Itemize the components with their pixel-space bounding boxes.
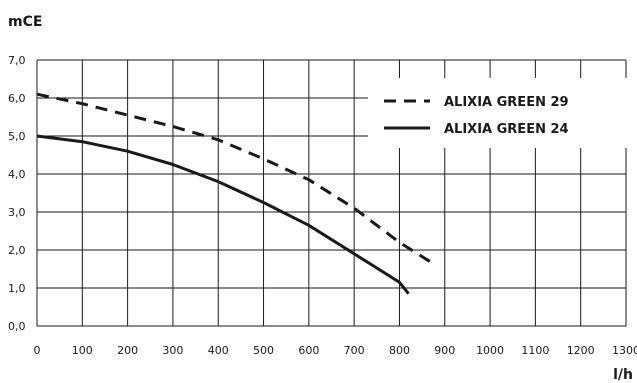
y-axis-ticks: 0,0 1,0 2,0 3,0 4,0 5,0 6,0 7,0: [8, 54, 26, 333]
x-tick-label: 300: [162, 344, 183, 357]
x-tick-label: 1200: [567, 344, 595, 357]
x-tick-label: 1300: [612, 344, 637, 357]
series-line-alixia-green-24: [36, 134, 410, 295]
x-tick-label: 500: [253, 344, 274, 357]
y-axis-label: mCE: [8, 14, 42, 30]
series-line-alixia-green-29: [36, 92, 437, 267]
x-tick-label: 900: [434, 344, 455, 357]
x-tick-label: 1000: [476, 344, 504, 357]
x-tick-label: 1100: [521, 344, 549, 357]
y-tick-label: 1,0: [8, 282, 26, 295]
x-axis-label: l/h: [613, 367, 633, 383]
legend-background: [368, 78, 630, 148]
y-tick-label: 5,0: [8, 130, 26, 143]
x-tick-label: 800: [389, 344, 410, 357]
x-tick-label: 400: [208, 344, 229, 357]
y-tick-label: 3,0: [8, 206, 26, 219]
legend-label-alixia-green-29: ALIXIA GREEN 29: [444, 95, 569, 110]
x-tick-label: 600: [298, 344, 319, 357]
y-tick-label: 6,0: [8, 92, 26, 105]
y-tick-label: 4,0: [8, 168, 26, 181]
x-tick-label: 100: [72, 344, 93, 357]
x-tick-label: 0: [34, 344, 41, 357]
series-layer: [36, 92, 437, 295]
legend: ALIXIA GREEN 29 ALIXIA GREEN 24: [368, 78, 630, 148]
x-axis-ticks: 0 100 200 300 400 500 600 700 800 900 1000 1100 1200…: [34, 344, 637, 357]
y-tick-label: 2,0: [8, 244, 26, 257]
legend-label-alixia-green-24: ALIXIA GREEN 24: [444, 122, 569, 137]
y-tick-label: 0,0: [8, 320, 26, 333]
y-tick-label: 7,0: [8, 54, 26, 67]
x-tick-label: 700: [344, 344, 365, 357]
x-tick-label: 200: [117, 344, 138, 357]
